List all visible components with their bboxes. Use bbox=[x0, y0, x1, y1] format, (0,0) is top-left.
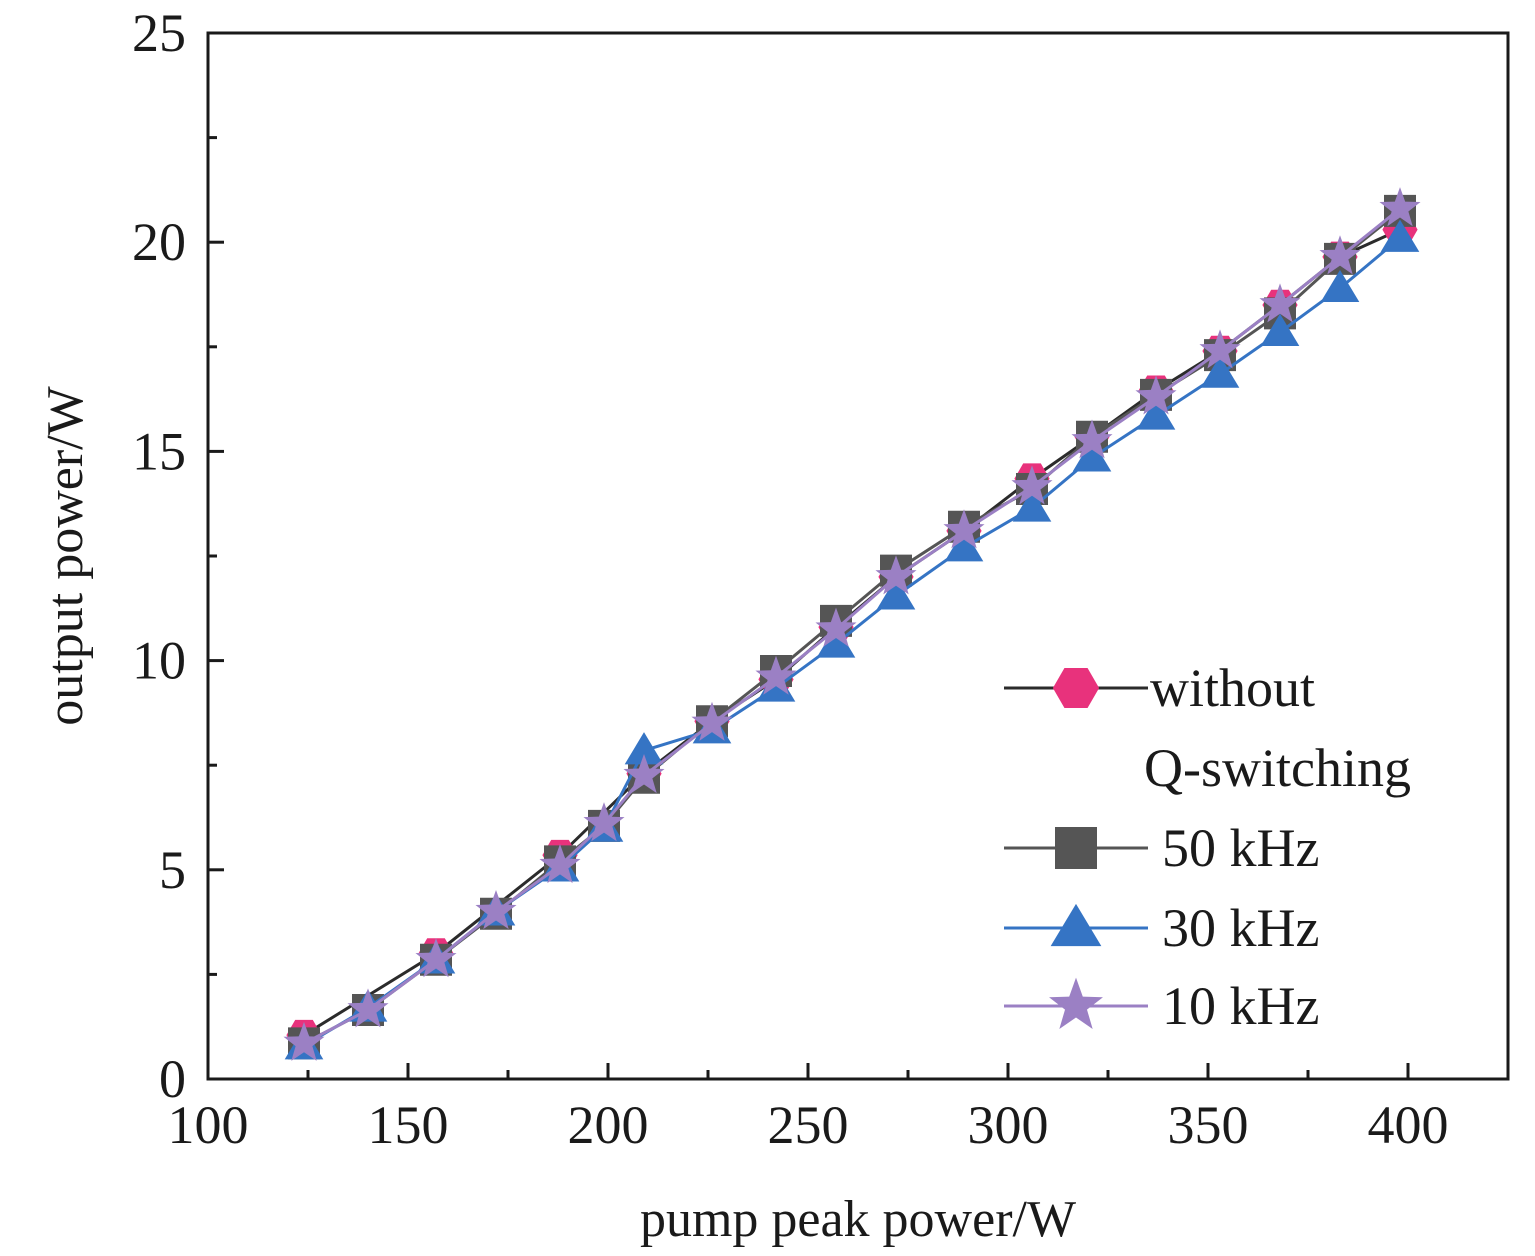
y-tick-label: 10 bbox=[132, 631, 186, 691]
data-point bbox=[755, 655, 797, 695]
data-point bbox=[1072, 439, 1112, 472]
x-tick-label: 200 bbox=[568, 1095, 649, 1155]
data-point bbox=[1135, 375, 1177, 415]
data-point bbox=[691, 701, 733, 741]
data-point bbox=[1012, 489, 1052, 522]
legend: without Q-switching 50 kHz 30 kHz 10 kHz bbox=[1004, 658, 1411, 1036]
x-tick-label: 250 bbox=[768, 1095, 849, 1155]
legend-label: 10 kHz bbox=[1162, 976, 1319, 1036]
y-tick-label: 20 bbox=[132, 212, 186, 272]
data-point bbox=[1319, 235, 1361, 275]
x-tick-label: 350 bbox=[1168, 1095, 1249, 1155]
legend-label: without bbox=[1150, 658, 1315, 718]
legend-item: without Q-switching bbox=[1004, 658, 1411, 798]
legend-label: Q-switching bbox=[1144, 738, 1411, 798]
legend-label: 30 kHz bbox=[1162, 898, 1319, 958]
x-tick-label: 300 bbox=[968, 1095, 1049, 1155]
data-point bbox=[475, 890, 517, 930]
data-point bbox=[1380, 219, 1420, 252]
data-point bbox=[623, 754, 665, 794]
legend-marker bbox=[1055, 827, 1097, 869]
data-point bbox=[1320, 269, 1360, 303]
data-point bbox=[944, 529, 984, 562]
data-point bbox=[1200, 355, 1240, 388]
data-point bbox=[1011, 465, 1053, 505]
data-point bbox=[1071, 419, 1113, 459]
data-point bbox=[1260, 313, 1300, 346]
legend-label: 50 kHz bbox=[1162, 818, 1319, 878]
x-tick-label: 100 bbox=[168, 1095, 249, 1155]
legend-marker bbox=[1052, 667, 1100, 709]
x-axis-label: pump peak power/W bbox=[640, 1191, 1076, 1248]
legend-marker bbox=[1050, 903, 1102, 947]
series-3 bbox=[283, 187, 1421, 1061]
series-layer bbox=[283, 187, 1421, 1061]
axis-ticks: 100 150 200 250 300 350 400 0 5 10 15 20 25 bbox=[132, 3, 1449, 1155]
data-point bbox=[1259, 283, 1301, 323]
data-point bbox=[943, 509, 985, 549]
y-axis-label: output power/W bbox=[37, 386, 94, 725]
legend-item: 50 kHz bbox=[1004, 818, 1319, 878]
data-point bbox=[1136, 397, 1176, 430]
data-point bbox=[347, 988, 389, 1028]
x-tick-label: 150 bbox=[368, 1095, 449, 1155]
data-point bbox=[876, 577, 916, 610]
legend-item: 30 kHz bbox=[1004, 898, 1319, 958]
data-point bbox=[815, 607, 857, 647]
data-point bbox=[583, 802, 625, 842]
legend-item: 10 kHz bbox=[1004, 976, 1319, 1036]
y-tick-label: 15 bbox=[132, 421, 186, 481]
data-point bbox=[1199, 329, 1241, 369]
legend-marker bbox=[1049, 977, 1103, 1029]
data-point bbox=[415, 938, 457, 978]
data-point bbox=[875, 555, 917, 595]
data-point bbox=[816, 625, 856, 658]
data-point bbox=[539, 844, 581, 884]
y-tick-label: 0 bbox=[159, 1049, 186, 1109]
data-point bbox=[624, 732, 664, 765]
data-point bbox=[283, 1021, 325, 1061]
y-tick-label: 5 bbox=[159, 840, 186, 900]
x-tick-label: 400 bbox=[1368, 1095, 1449, 1155]
data-point bbox=[1379, 187, 1421, 227]
y-tick-label: 25 bbox=[132, 3, 186, 63]
